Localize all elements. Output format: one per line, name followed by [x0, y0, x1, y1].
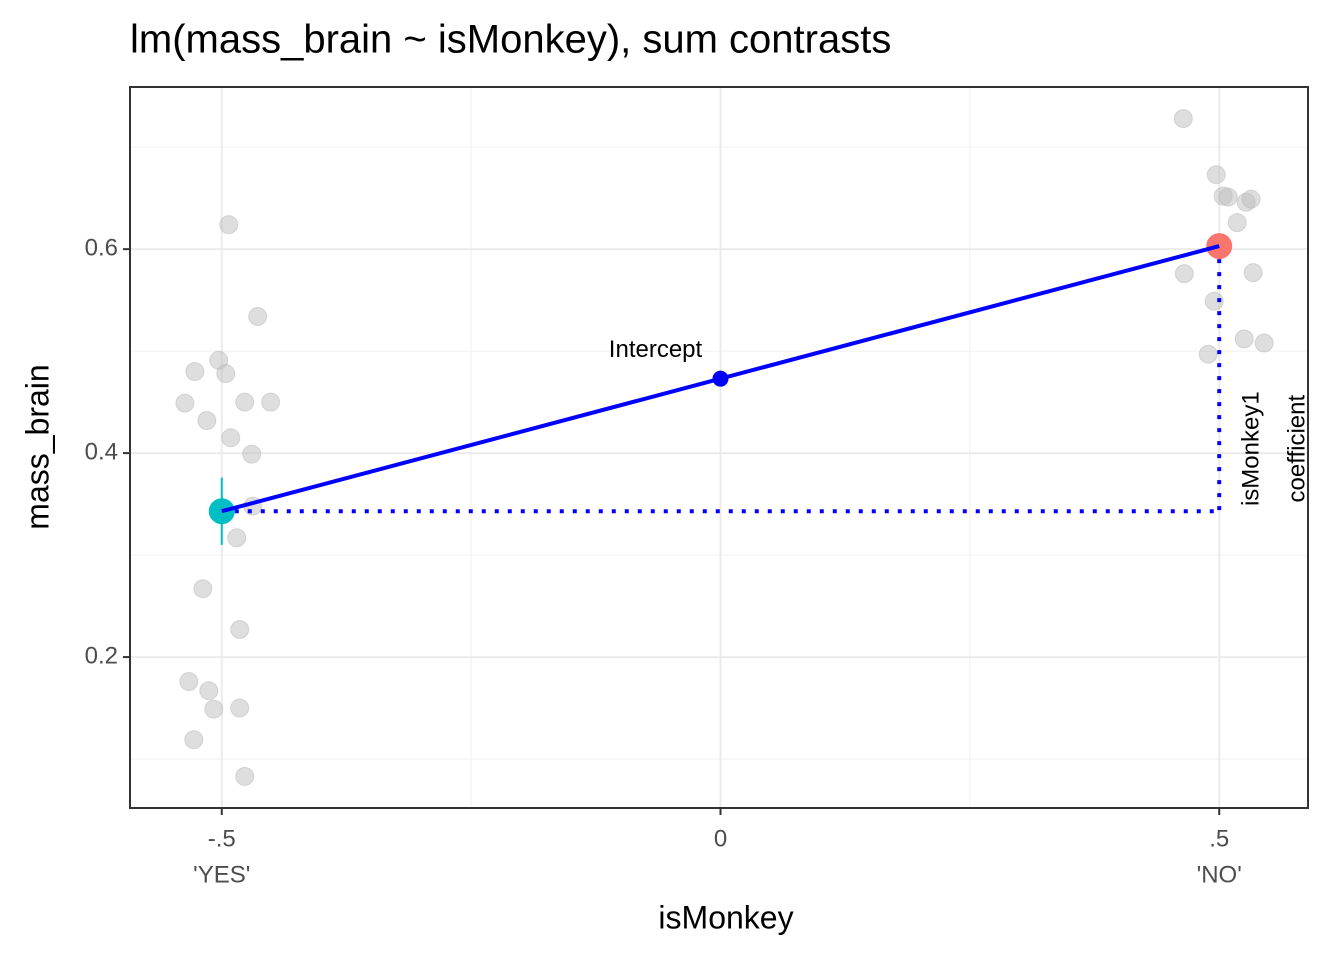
x-tick-label: .5 — [1209, 825, 1229, 852]
data-point — [193, 579, 213, 599]
intercept-label: Intercept — [609, 336, 703, 363]
data-point — [184, 730, 204, 750]
data-point — [230, 620, 250, 640]
coefficient-label: coefficient — [1284, 395, 1311, 503]
chart-title: lm(mass_brain ~ isMonkey), sum contrasts — [130, 18, 891, 62]
data-point — [1206, 165, 1226, 185]
data-point — [1234, 329, 1254, 349]
data-point — [179, 672, 199, 692]
y-tick-label: 0.4 — [85, 438, 118, 465]
coefficient-label: isMonkey1 — [1238, 391, 1265, 506]
data-point — [242, 444, 262, 464]
x-level-label: 'YES' — [193, 861, 250, 888]
x-tick-label: -.5 — [208, 825, 236, 852]
data-point — [1218, 187, 1238, 207]
data-point — [216, 364, 236, 384]
panel-border — [129, 86, 1309, 809]
data-point — [1241, 189, 1261, 209]
panel-background — [130, 87, 1308, 808]
data-point — [199, 681, 219, 701]
data-point — [175, 393, 195, 413]
data-point — [1243, 263, 1263, 283]
data-point — [204, 699, 224, 719]
data-point — [1198, 344, 1218, 364]
data-point — [1254, 333, 1274, 353]
data-point — [248, 306, 268, 326]
data-point — [185, 362, 205, 382]
x-level-label: 'NO' — [1197, 861, 1242, 888]
intercept-point — [712, 370, 729, 387]
data-point — [197, 410, 217, 430]
data-point — [1227, 213, 1247, 233]
x-axis-title: isMonkey — [658, 899, 793, 935]
y-axis-title: mass_brain — [19, 364, 55, 529]
y-tick-label: 0.2 — [85, 642, 118, 669]
data-point — [235, 392, 255, 412]
data-point — [1204, 291, 1224, 311]
data-point — [221, 428, 241, 448]
data-point — [235, 766, 255, 786]
data-point — [227, 528, 247, 548]
y-tick-label: 0.6 — [85, 234, 118, 261]
data-point — [1174, 264, 1194, 284]
x-tick-label: 0 — [714, 825, 727, 852]
data-point — [1173, 109, 1193, 129]
data-point — [230, 698, 250, 718]
data-point — [261, 392, 281, 412]
data-point — [219, 215, 239, 235]
